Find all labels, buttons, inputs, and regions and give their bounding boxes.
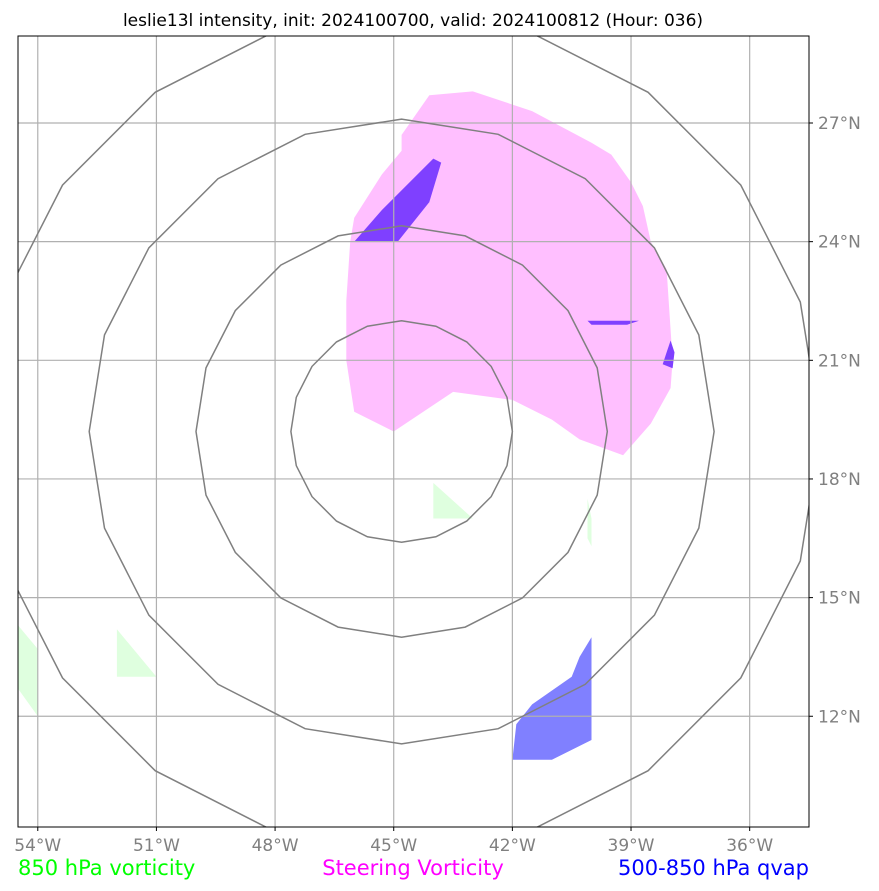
- x-axis-ticks: 54°W 51°W 48°W 45°W 42°W 39°W 36°W: [14, 827, 773, 856]
- y-axis-ticks: 27°N 24°N 21°N 18°N 15°N 12°N: [809, 114, 861, 727]
- range-ring-2: [88, 118, 715, 745]
- region-steering-vorticity-1: [354, 158, 442, 242]
- region-850-vorticity-7: [18, 625, 38, 717]
- y-tick-label: 24°N: [818, 233, 861, 253]
- x-tick-label: 54°W: [14, 836, 61, 856]
- range-ring-3: [18, 36, 809, 827]
- range-ring-1: [195, 225, 609, 638]
- x-tick-label: 39°W: [608, 836, 655, 856]
- x-tick-label: 42°W: [489, 836, 536, 856]
- y-tick-label: 27°N: [818, 114, 861, 134]
- region-850-vorticity-6: [116, 629, 157, 677]
- region-qvap-8: [512, 637, 592, 760]
- legend-steering-vorticity: Steering Vorticity: [322, 856, 504, 880]
- y-tick-label: 15°N: [818, 589, 861, 609]
- y-tick-label: 21°N: [818, 351, 861, 371]
- legend-850-vorticity: 850 hPa vorticity: [18, 856, 195, 880]
- range-ring-0: [290, 320, 514, 543]
- range-rings: [18, 36, 809, 827]
- x-tick-label: 51°W: [133, 836, 180, 856]
- region-steering-vorticity-3: [662, 340, 675, 369]
- y-tick-label: 18°N: [818, 470, 861, 490]
- x-tick-label: 48°W: [252, 836, 299, 856]
- x-tick-label: 45°W: [370, 836, 417, 856]
- y-tick-label: 12°N: [818, 707, 861, 727]
- legend-qvap: 500-850 hPa qvap: [618, 856, 809, 880]
- contour-fills: [18, 91, 675, 760]
- region-850-vorticity-4: [433, 482, 473, 519]
- x-tick-label: 36°W: [726, 836, 773, 856]
- plot-frame: [17, 35, 810, 828]
- chart-title: leslie13l intensity, init: 2024100700, v…: [123, 11, 703, 31]
- region-steering-vorticity-0: [346, 91, 673, 456]
- region-steering-vorticity-2: [587, 320, 639, 325]
- grid-lines: [18, 36, 809, 827]
